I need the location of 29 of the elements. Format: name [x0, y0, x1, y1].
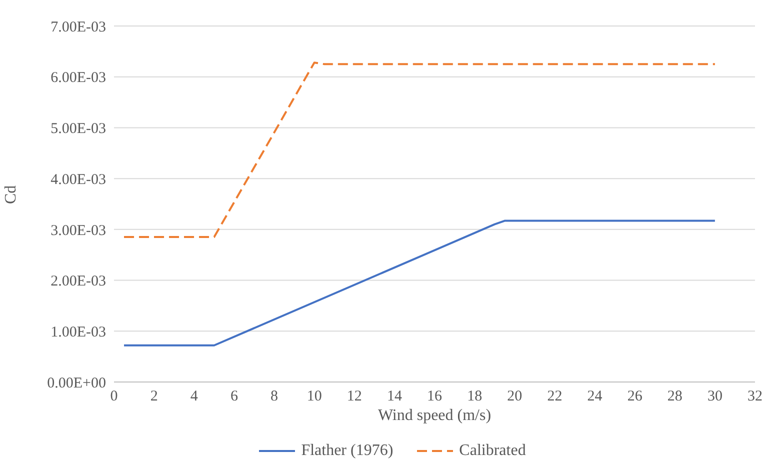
- x-axis-title: Wind speed (m/s): [378, 407, 492, 424]
- x-tick-label: 18: [467, 388, 482, 405]
- x-tick-label: 26: [627, 388, 643, 405]
- x-tick-label: 30: [707, 388, 722, 405]
- x-tick-label: 12: [346, 388, 362, 405]
- x-tick-label: 22: [547, 388, 562, 405]
- y-tick-label: 6.00E-03: [50, 70, 106, 86]
- y-tick-label: 7.00E-03: [50, 19, 106, 36]
- x-tick-label: 14: [386, 388, 402, 405]
- x-tick-label: 6: [230, 388, 238, 405]
- y-axis-title: Cd: [2, 185, 20, 204]
- y-tick-label: 0.00E+00: [47, 375, 106, 392]
- y-tick-label: 5.00E-03: [50, 121, 106, 138]
- y-tick-label: 2.00E-03: [50, 274, 106, 290]
- legend-label: Flather (1976): [301, 442, 394, 460]
- y-tick-label: 1.00E-03: [50, 324, 106, 340]
- x-tick-label: 16: [427, 388, 442, 405]
- y-tick-label: 3.00E-03: [50, 222, 106, 239]
- x-tick-label: 32: [748, 388, 762, 405]
- x-tick-label: 4: [190, 388, 198, 405]
- x-tick-label: 24: [587, 388, 603, 405]
- legend-label: Calibrated: [459, 442, 526, 460]
- y-tick-label: 4.00E-03: [50, 172, 106, 188]
- x-tick-label: 10: [306, 388, 322, 405]
- x-tick-label: 28: [667, 388, 682, 405]
- x-tick-label: 0: [110, 388, 118, 405]
- x-tick-label: 8: [270, 388, 278, 405]
- x-tick-label: 2: [150, 388, 158, 405]
- x-tick-label: 20: [507, 388, 522, 405]
